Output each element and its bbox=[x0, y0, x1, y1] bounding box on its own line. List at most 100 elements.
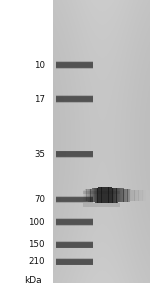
Bar bbox=[130, 190, 131, 201]
Bar bbox=[82, 203, 120, 207]
Bar bbox=[118, 188, 119, 202]
Bar bbox=[56, 242, 93, 248]
Bar bbox=[141, 190, 142, 201]
Bar bbox=[125, 189, 126, 202]
Bar bbox=[116, 188, 117, 203]
Bar bbox=[56, 259, 93, 265]
Text: 70: 70 bbox=[34, 195, 45, 204]
Bar bbox=[105, 188, 106, 203]
Bar bbox=[137, 190, 138, 201]
Bar bbox=[103, 188, 104, 203]
Bar bbox=[56, 241, 93, 247]
Bar bbox=[108, 188, 109, 203]
Bar bbox=[136, 190, 137, 201]
Bar bbox=[144, 190, 145, 201]
Bar bbox=[56, 196, 93, 201]
Bar bbox=[111, 188, 112, 203]
Bar bbox=[56, 62, 93, 68]
Bar bbox=[106, 188, 107, 203]
Bar bbox=[56, 198, 93, 203]
Bar bbox=[107, 188, 108, 203]
Bar bbox=[131, 190, 132, 201]
Bar bbox=[84, 190, 85, 201]
Bar bbox=[128, 189, 129, 201]
Bar bbox=[143, 190, 144, 201]
Bar bbox=[102, 188, 103, 203]
Bar bbox=[113, 188, 114, 203]
Bar bbox=[127, 189, 128, 202]
Bar bbox=[56, 151, 93, 156]
Bar bbox=[56, 258, 93, 264]
Bar bbox=[139, 190, 140, 201]
Bar bbox=[95, 188, 96, 203]
Bar bbox=[135, 190, 136, 201]
Bar bbox=[115, 188, 116, 203]
Bar bbox=[56, 96, 93, 102]
Bar bbox=[56, 218, 93, 224]
Bar bbox=[90, 189, 91, 202]
Bar bbox=[112, 188, 113, 203]
Bar bbox=[123, 188, 124, 202]
Bar bbox=[92, 188, 93, 202]
Bar bbox=[90, 189, 91, 202]
Bar bbox=[88, 189, 89, 201]
Bar bbox=[86, 189, 87, 201]
Bar bbox=[56, 97, 93, 103]
Text: 10: 10 bbox=[34, 61, 45, 70]
Bar bbox=[123, 188, 124, 202]
Bar bbox=[56, 63, 93, 69]
Bar bbox=[56, 152, 93, 158]
Bar bbox=[108, 188, 110, 203]
Bar bbox=[93, 188, 94, 202]
Bar bbox=[109, 188, 110, 203]
Bar bbox=[87, 189, 88, 201]
Bar bbox=[120, 188, 121, 202]
Bar bbox=[101, 188, 102, 203]
Bar bbox=[133, 190, 134, 201]
Bar bbox=[127, 189, 128, 202]
Bar bbox=[116, 188, 117, 203]
Bar bbox=[138, 190, 139, 201]
Text: 210: 210 bbox=[28, 257, 45, 266]
Bar bbox=[119, 188, 120, 202]
Bar bbox=[99, 188, 100, 203]
Bar bbox=[104, 188, 105, 203]
Bar bbox=[110, 188, 111, 203]
Bar bbox=[91, 188, 92, 202]
Bar bbox=[145, 190, 146, 201]
Bar bbox=[98, 188, 99, 203]
Bar bbox=[56, 151, 93, 157]
Bar bbox=[56, 260, 93, 265]
Bar bbox=[100, 188, 101, 203]
Bar bbox=[134, 190, 135, 201]
Bar bbox=[132, 190, 133, 201]
Text: 35: 35 bbox=[34, 150, 45, 159]
Bar bbox=[97, 188, 98, 203]
Bar bbox=[56, 243, 93, 248]
Bar bbox=[82, 191, 120, 194]
Text: 100: 100 bbox=[28, 218, 45, 227]
Bar bbox=[56, 197, 93, 202]
Bar bbox=[126, 189, 127, 202]
Bar bbox=[129, 189, 130, 201]
Bar bbox=[86, 189, 87, 201]
Text: 150: 150 bbox=[28, 240, 45, 249]
Bar bbox=[122, 188, 123, 202]
Bar bbox=[101, 188, 102, 203]
Bar bbox=[130, 190, 131, 201]
Bar bbox=[56, 220, 93, 226]
Bar bbox=[121, 188, 122, 202]
Bar bbox=[83, 190, 84, 201]
Bar bbox=[124, 188, 125, 202]
Bar bbox=[85, 190, 86, 201]
Bar bbox=[114, 188, 115, 203]
Bar bbox=[138, 190, 139, 201]
Bar bbox=[142, 190, 143, 201]
Bar bbox=[117, 188, 118, 203]
Bar bbox=[56, 95, 93, 101]
Bar bbox=[56, 61, 93, 67]
Bar bbox=[140, 190, 141, 201]
Bar bbox=[56, 219, 93, 225]
Bar bbox=[96, 188, 97, 203]
Text: kDa: kDa bbox=[24, 276, 42, 283]
